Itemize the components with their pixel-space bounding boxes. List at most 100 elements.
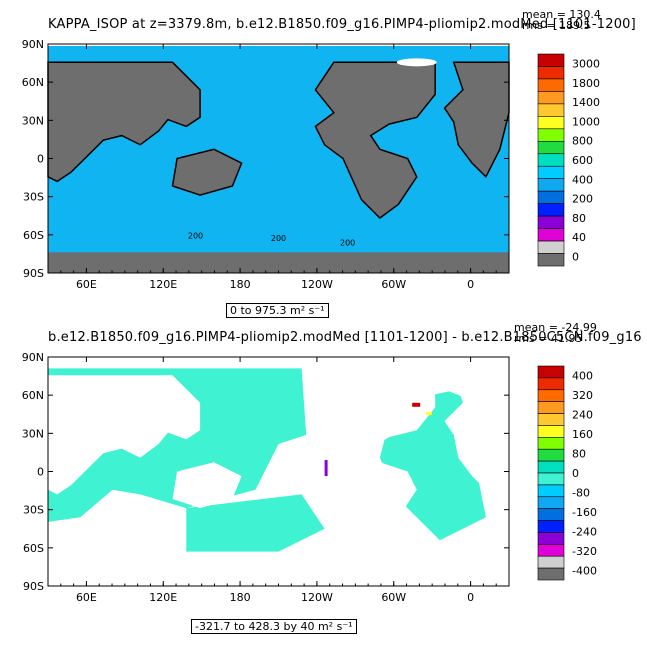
lon-tick-label: 120E xyxy=(149,278,177,291)
colorbar-swatch xyxy=(537,377,565,391)
panel2-plot: 90N 60N 30N 0 30S 60S 90S 60E 120E 180 120W 60W 0 xyxy=(22,351,510,604)
lon-tick-label: 0 xyxy=(467,591,474,604)
colorbar-panel2: 400 320 240 160 80 0 -80 -160 -240 -320 -400 xyxy=(537,365,597,581)
colorbar-swatch xyxy=(537,520,565,533)
lat-tick-label: 90S xyxy=(23,580,44,593)
colorbar-swatch xyxy=(537,66,565,80)
colorbar-swatch xyxy=(537,153,565,167)
colorbar-swatch xyxy=(537,78,565,92)
lon-tick-label: 0 xyxy=(467,278,474,291)
colorbar-label: 160 xyxy=(572,428,593,441)
colorbar-swatch xyxy=(537,532,565,545)
colorbar-swatch xyxy=(537,128,565,142)
colorbar-swatch xyxy=(537,413,565,426)
colorbar-swatch xyxy=(537,203,565,217)
colorbar-swatch xyxy=(537,253,565,267)
diff-field-1 xyxy=(186,494,325,552)
colorbar-swatch xyxy=(537,178,565,192)
colorbar-swatch xyxy=(537,103,565,117)
lat-tick-label: 90N xyxy=(22,351,44,364)
lon-tick-label: 60E xyxy=(76,278,97,291)
lon-tick-label: 120E xyxy=(149,591,177,604)
land-mask-3 xyxy=(444,375,509,490)
lat-tick-label: 60S xyxy=(23,542,44,555)
panel1-mean-label: mean = 130.4 xyxy=(522,8,601,21)
colorbar-label: 1800 xyxy=(572,77,600,90)
land-mass-1 xyxy=(171,148,243,196)
lat-tick-label: 30N xyxy=(22,114,44,127)
colorbar-label: 80 xyxy=(572,212,586,225)
colorbar-label: -80 xyxy=(572,486,590,499)
panel1-range-label: 0 to 975.3 m² s⁻¹ xyxy=(226,303,329,318)
colorbar-swatch xyxy=(537,448,565,462)
contour-label-2: 200 xyxy=(340,239,355,248)
lat-tick-label: 90N xyxy=(22,38,44,51)
colorbar-swatch xyxy=(537,228,565,242)
panel2-title: b.e12.B1850.f09_g16.PIMP4-pliomip2.modMe… xyxy=(48,330,642,345)
colorbar-swatch xyxy=(537,401,565,414)
colorbar-label: 200 xyxy=(572,193,593,206)
colorbar-swatch xyxy=(537,437,565,450)
lat-tick-label: 60S xyxy=(23,229,44,242)
colorbar-swatch xyxy=(537,165,565,180)
colorbar-label: 600 xyxy=(572,154,593,167)
panel2-rms-label: rms = 41.95 xyxy=(514,332,583,345)
colorbar-label: 80 xyxy=(572,448,586,461)
colorbar-swatch xyxy=(537,496,565,509)
colorbar-swatch xyxy=(537,460,565,474)
anomaly-red xyxy=(412,402,421,407)
lon-tick-label: 180 xyxy=(230,278,251,291)
colorbar-swatch xyxy=(537,240,565,254)
lon-tick-label: 60W xyxy=(381,278,406,291)
lat-tick-label: 90S xyxy=(23,267,44,280)
lat-tick-label: 0 xyxy=(37,466,44,479)
lat-tick-label: 60N xyxy=(22,76,44,89)
land-mass-2 xyxy=(314,61,436,219)
colorbar-swatch xyxy=(537,140,565,155)
antarctica xyxy=(48,252,509,273)
panel1-title: KAPPA_ISOP at z=3379.8m, b.e12.B1850.f09… xyxy=(48,17,636,32)
colorbar-label: -320 xyxy=(572,545,597,558)
colorbar-label: 400 xyxy=(572,370,593,383)
panel2-range-label: -321.7 to 428.3 by 40 m² s⁻¹ xyxy=(191,619,357,634)
colorbar-swatch xyxy=(537,190,565,204)
panel2-mean-label: mean = -24.99 xyxy=(514,321,597,334)
land-mask-2 xyxy=(315,375,436,531)
contour-label-0: 200 xyxy=(188,232,203,241)
missing-region xyxy=(396,58,437,67)
lon-tick-label: 60E xyxy=(76,591,97,604)
colorbar-swatch xyxy=(537,53,565,67)
colorbar-swatch xyxy=(537,389,565,402)
panel1-plot: 200 200 200 90N 60N 30N 0 30S 60S 90S 60E 120E 180 12… xyxy=(22,38,510,291)
lon-tick-label: 120W xyxy=(301,278,333,291)
land-mass-0 xyxy=(47,61,201,183)
colorbar-label: -240 xyxy=(572,525,597,538)
colorbar-label: 400 xyxy=(572,173,593,186)
lon-tick-label: 180 xyxy=(230,591,251,604)
colorbar-swatch xyxy=(537,116,565,130)
lat-tick-label: 60N xyxy=(22,389,44,402)
colorbar-label: 800 xyxy=(572,135,593,148)
colorbar-label: 3000 xyxy=(572,58,600,71)
anomaly-purple xyxy=(324,460,328,477)
colorbar-swatch xyxy=(537,365,565,379)
colorbar-swatch xyxy=(537,555,565,569)
panel1-rms-label: rms = 189.5 xyxy=(522,19,591,32)
colorbar-label: 0 xyxy=(572,467,579,480)
contour-label-1: 200 xyxy=(271,234,286,243)
colorbar-label: 0 xyxy=(572,250,579,263)
lat-tick-label: 30S xyxy=(23,504,44,517)
lat-tick-label: 0 xyxy=(37,153,44,166)
colorbar-swatch xyxy=(537,472,565,486)
lon-tick-label: 60W xyxy=(381,591,406,604)
colorbar-swatch xyxy=(537,484,565,498)
colorbar-swatch xyxy=(537,91,565,105)
colorbar-label: 40 xyxy=(572,231,586,244)
colorbar-label: 1400 xyxy=(572,96,600,109)
colorbar-swatch xyxy=(537,508,565,521)
anomaly-yellow xyxy=(426,411,433,415)
land-mask-1 xyxy=(172,462,242,509)
colorbar-label: 1000 xyxy=(572,115,600,128)
